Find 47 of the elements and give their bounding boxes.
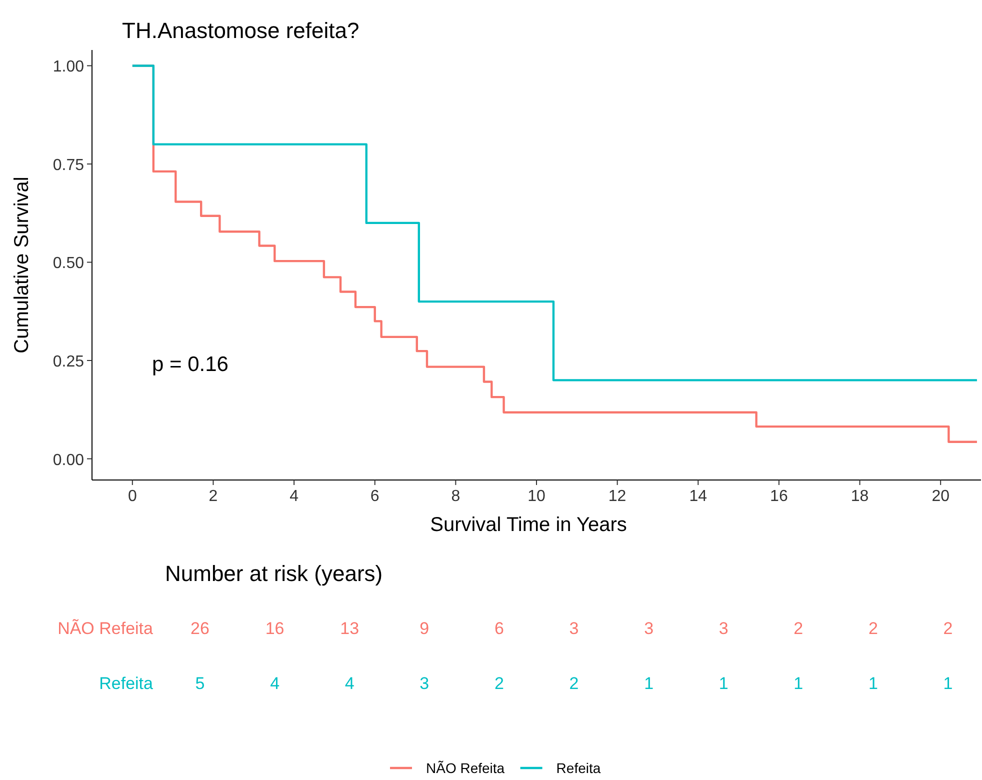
text: 3: [644, 619, 654, 638]
x-tick-label: 20: [932, 488, 950, 505]
text: 2: [569, 674, 579, 693]
text: 1: [868, 674, 878, 693]
legend-label: NÃO Refeita: [426, 760, 505, 776]
text: 16: [265, 619, 284, 638]
text: 3: [420, 674, 430, 693]
text: 13: [340, 619, 360, 638]
text: 2: [868, 619, 878, 638]
text: 1: [794, 674, 804, 693]
x-tick-label: 16: [770, 488, 788, 505]
text: 5: [195, 674, 205, 693]
x-tick-label: 18: [850, 488, 869, 505]
text: 9: [420, 619, 430, 638]
y-axis-title: Cumulative Survival: [11, 176, 33, 354]
y-tick-label: 0.50: [52, 255, 84, 272]
y-tick-label: 0.00: [52, 452, 84, 469]
text: Refeita: [99, 674, 153, 693]
text: 1: [943, 674, 953, 693]
x-tick-label: 2: [208, 488, 218, 505]
text: 4: [270, 674, 280, 693]
text: 2: [494, 674, 504, 693]
y-tick-label: 0.25: [52, 354, 84, 371]
text: 3: [718, 619, 728, 638]
y-tick-label: 1.00: [52, 58, 84, 76]
text: 3: [569, 619, 579, 638]
legend-label: Refeita: [556, 760, 601, 776]
x-tick-label: 10: [528, 488, 546, 505]
text: 1: [644, 674, 654, 693]
text: 1: [718, 674, 728, 693]
x-tick-label: 12: [608, 488, 626, 505]
text: 2: [943, 619, 953, 638]
x-tick-label: 0: [128, 488, 137, 505]
text: NÃO Refeita: [58, 619, 153, 638]
text: 26: [190, 619, 210, 638]
x-axis-title: Survival Time in Years: [430, 514, 627, 536]
x-tick-label: 4: [290, 488, 299, 505]
annotation: p = 0.16: [152, 353, 228, 376]
chart-title: TH.Anastomose refeita?: [122, 18, 360, 43]
text: 2: [794, 619, 804, 638]
text: Number at risk (years): [165, 561, 383, 586]
y-tick-label: 0.75: [52, 156, 84, 174]
text: 4: [344, 674, 354, 693]
x-tick-label: 8: [451, 488, 460, 505]
x-tick-label: 6: [370, 488, 380, 505]
text: 6: [494, 619, 504, 638]
x-tick-label: 14: [689, 488, 708, 505]
